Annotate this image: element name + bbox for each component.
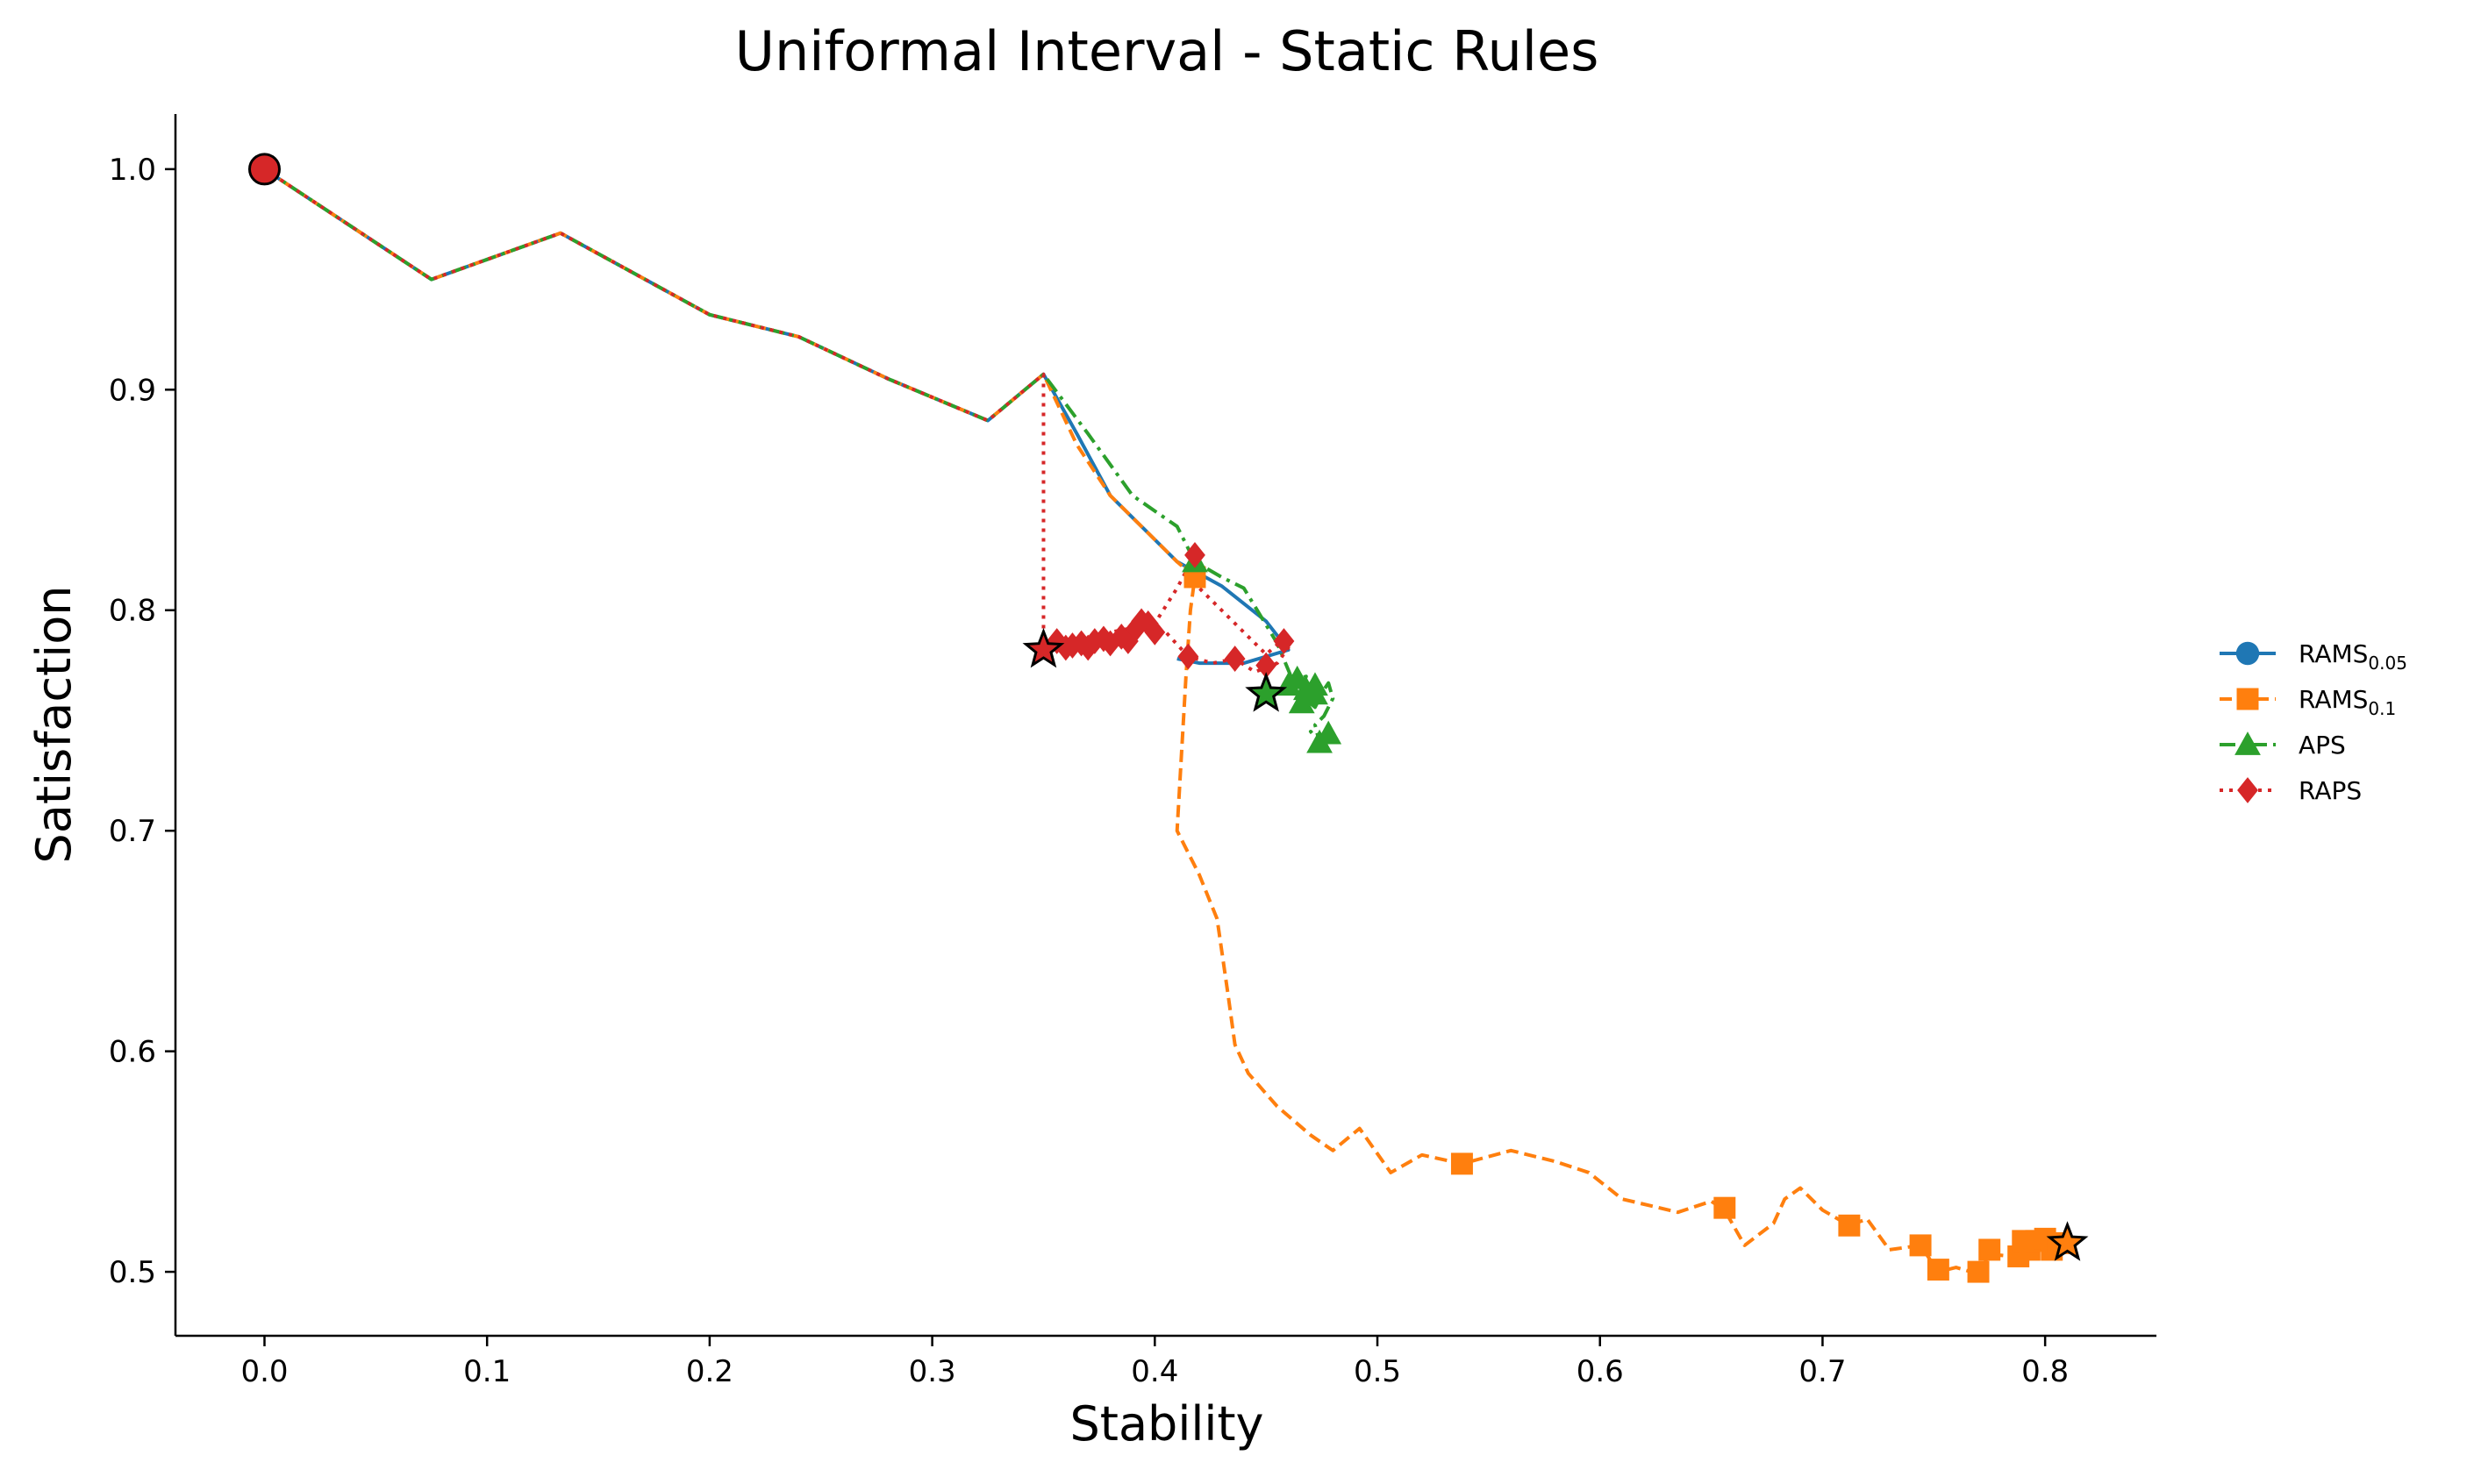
data-point-rams-0-1 xyxy=(1838,1214,1861,1237)
data-point-rams-0-1 xyxy=(1967,1260,1990,1283)
y-tick-label: 0.9 xyxy=(109,373,156,408)
y-tick-label: 0.5 xyxy=(109,1255,156,1290)
data-point-aps xyxy=(1302,681,1328,705)
y-axis-label: Satisfaction xyxy=(26,586,82,864)
x-tick-label: 0.2 xyxy=(686,1354,733,1389)
x-tick-label: 0.5 xyxy=(1354,1354,1401,1389)
data-point-rams-0-1 xyxy=(1927,1259,1949,1281)
data-point-rams-0-1 xyxy=(1909,1234,1932,1257)
x-axis-label: Stability xyxy=(1070,1396,1264,1452)
x-tick-label: 0.6 xyxy=(1577,1354,1624,1389)
axes xyxy=(174,114,2156,1338)
legend-label-aps: APS xyxy=(2299,731,2346,760)
legend-marker-raps xyxy=(2237,777,2258,803)
best-point-star-raps xyxy=(1022,627,1065,668)
legend-marker-aps xyxy=(2234,731,2261,755)
y-axis-ticks: 0.5 0.6 0.7 0.8 0.9 1.0 xyxy=(109,153,175,1290)
data-point-aps xyxy=(1288,689,1315,714)
plot-markers xyxy=(247,153,2089,1283)
data-point-raps xyxy=(1255,652,1277,679)
data-point-raps xyxy=(1224,646,1246,672)
legend-label-subscript: 0.1 xyxy=(2368,698,2396,719)
x-tick-label: 0.1 xyxy=(463,1354,511,1389)
chart-title: Uniformal Interval - Static Rules xyxy=(735,19,1599,83)
data-point-aps xyxy=(1315,720,1342,745)
legend-label-raps: RAPS xyxy=(2299,776,2362,805)
legend-label-subscript: 0.05 xyxy=(2368,653,2407,674)
series-line-aps xyxy=(263,168,1335,745)
x-tick-label: 0.4 xyxy=(1131,1354,1178,1389)
y-tick-label: 0.6 xyxy=(109,1035,156,1070)
legend-marker-rams-0-1 xyxy=(2236,688,2259,710)
x-axis-ticks: 0.0 0.1 0.2 0.3 0.4 0.5 0.6 0.7 0.8 xyxy=(240,1336,2069,1389)
data-point-rams-0-1 xyxy=(1450,1152,1473,1175)
x-tick-label: 0.0 xyxy=(240,1354,288,1389)
start-point-marker xyxy=(247,153,281,186)
data-point-rams-0-1 xyxy=(1713,1196,1736,1219)
y-tick-label: 1.0 xyxy=(109,153,156,188)
x-tick-label: 0.7 xyxy=(1798,1354,1846,1389)
data-point-raps xyxy=(1184,542,1205,568)
best-point-star-rams-0-1 xyxy=(2046,1221,2089,1261)
series-line-raps xyxy=(263,168,1291,674)
y-tick-label: 0.8 xyxy=(109,594,156,629)
data-point-rams-0-1 xyxy=(1978,1238,2001,1261)
x-tick-label: 0.8 xyxy=(2021,1354,2069,1389)
data-point-raps xyxy=(1273,628,1295,654)
x-tick-label: 0.3 xyxy=(909,1354,956,1389)
legend-marker-rams-0-05 xyxy=(2235,641,2260,666)
y-tick-label: 0.7 xyxy=(109,814,156,849)
best-point-star-aps xyxy=(1245,672,1288,712)
data-point-raps xyxy=(1177,643,1199,670)
